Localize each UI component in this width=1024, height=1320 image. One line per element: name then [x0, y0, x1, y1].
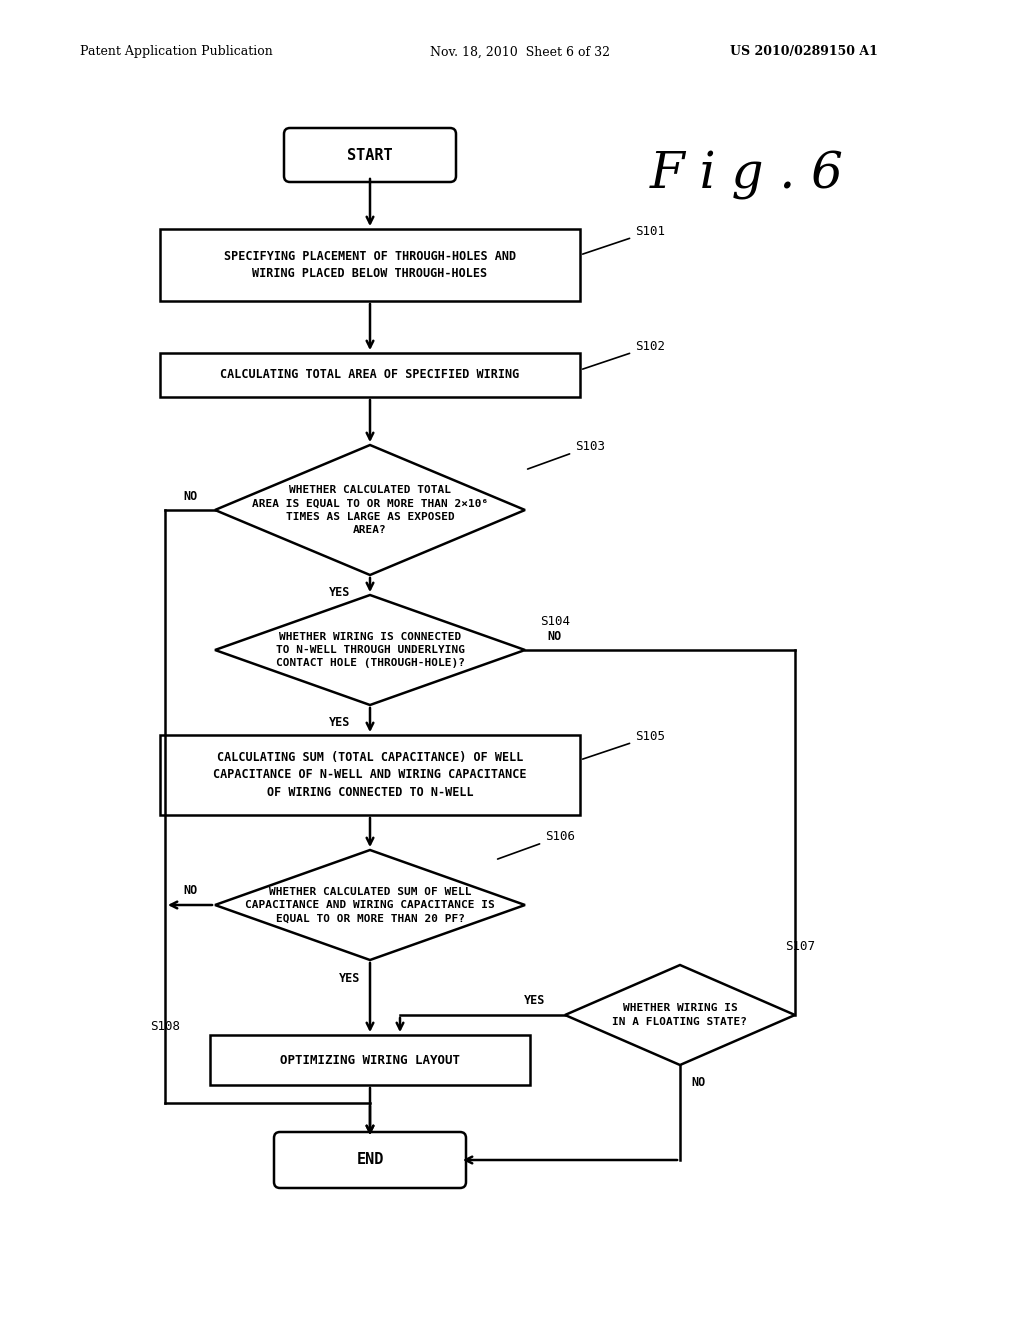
- Text: NO: NO: [548, 630, 562, 643]
- Text: YES: YES: [330, 586, 350, 599]
- Bar: [210, 1035, 530, 1085]
- Text: NO: NO: [691, 1077, 706, 1089]
- Bar: [160, 352, 580, 397]
- Text: END: END: [356, 1152, 384, 1167]
- Text: US 2010/0289150 A1: US 2010/0289150 A1: [730, 45, 878, 58]
- Text: F i g . 6: F i g . 6: [650, 150, 844, 199]
- Text: Patent Application Publication: Patent Application Publication: [80, 45, 272, 58]
- FancyBboxPatch shape: [284, 128, 456, 182]
- Text: WHETHER WIRING IS
IN A FLOATING STATE?: WHETHER WIRING IS IN A FLOATING STATE?: [612, 1003, 748, 1027]
- Text: NO: NO: [183, 490, 198, 503]
- Text: YES: YES: [330, 717, 350, 730]
- Text: WHETHER CALCULATED SUM OF WELL
CAPACITANCE AND WIRING CAPACITANCE IS
EQUAL TO OR: WHETHER CALCULATED SUM OF WELL CAPACITAN…: [245, 887, 495, 923]
- Text: NO: NO: [183, 884, 198, 898]
- Text: S105: S105: [583, 730, 665, 759]
- Text: CALCULATING TOTAL AREA OF SPECIFIED WIRING: CALCULATING TOTAL AREA OF SPECIFIED WIRI…: [220, 368, 519, 381]
- Text: SPECIFYING PLACEMENT OF THROUGH-HOLES AND
WIRING PLACED BELOW THROUGH-HOLES: SPECIFYING PLACEMENT OF THROUGH-HOLES AN…: [224, 249, 516, 280]
- Polygon shape: [215, 445, 525, 576]
- Text: YES: YES: [524, 994, 546, 1007]
- Text: START: START: [347, 148, 393, 162]
- Text: S101: S101: [583, 224, 665, 255]
- Text: S108: S108: [150, 1020, 180, 1034]
- Text: CALCULATING SUM (TOTAL CAPACITANCE) OF WELL
CAPACITANCE OF N-WELL AND WIRING CAP: CALCULATING SUM (TOTAL CAPACITANCE) OF W…: [213, 751, 526, 799]
- FancyBboxPatch shape: [274, 1133, 466, 1188]
- Bar: [160, 735, 580, 814]
- Text: WHETHER WIRING IS CONNECTED
TO N-WELL THROUGH UNDERLYING
CONTACT HOLE (THROUGH-H: WHETHER WIRING IS CONNECTED TO N-WELL TH…: [275, 632, 465, 668]
- Text: YES: YES: [339, 972, 360, 985]
- Text: S104: S104: [540, 615, 570, 628]
- Text: S106: S106: [498, 830, 575, 859]
- Text: WHETHER CALCULATED TOTAL
AREA IS EQUAL TO OR MORE THAN 2×10⁶
TIMES AS LARGE AS E: WHETHER CALCULATED TOTAL AREA IS EQUAL T…: [252, 486, 488, 535]
- Polygon shape: [215, 595, 525, 705]
- Text: OPTIMIZING WIRING LAYOUT: OPTIMIZING WIRING LAYOUT: [280, 1053, 460, 1067]
- Text: S102: S102: [583, 341, 665, 370]
- Polygon shape: [215, 850, 525, 960]
- Text: Nov. 18, 2010  Sheet 6 of 32: Nov. 18, 2010 Sheet 6 of 32: [430, 45, 610, 58]
- Text: S107: S107: [785, 940, 815, 953]
- Bar: [160, 228, 580, 301]
- Polygon shape: [565, 965, 795, 1065]
- Text: S103: S103: [527, 440, 605, 469]
